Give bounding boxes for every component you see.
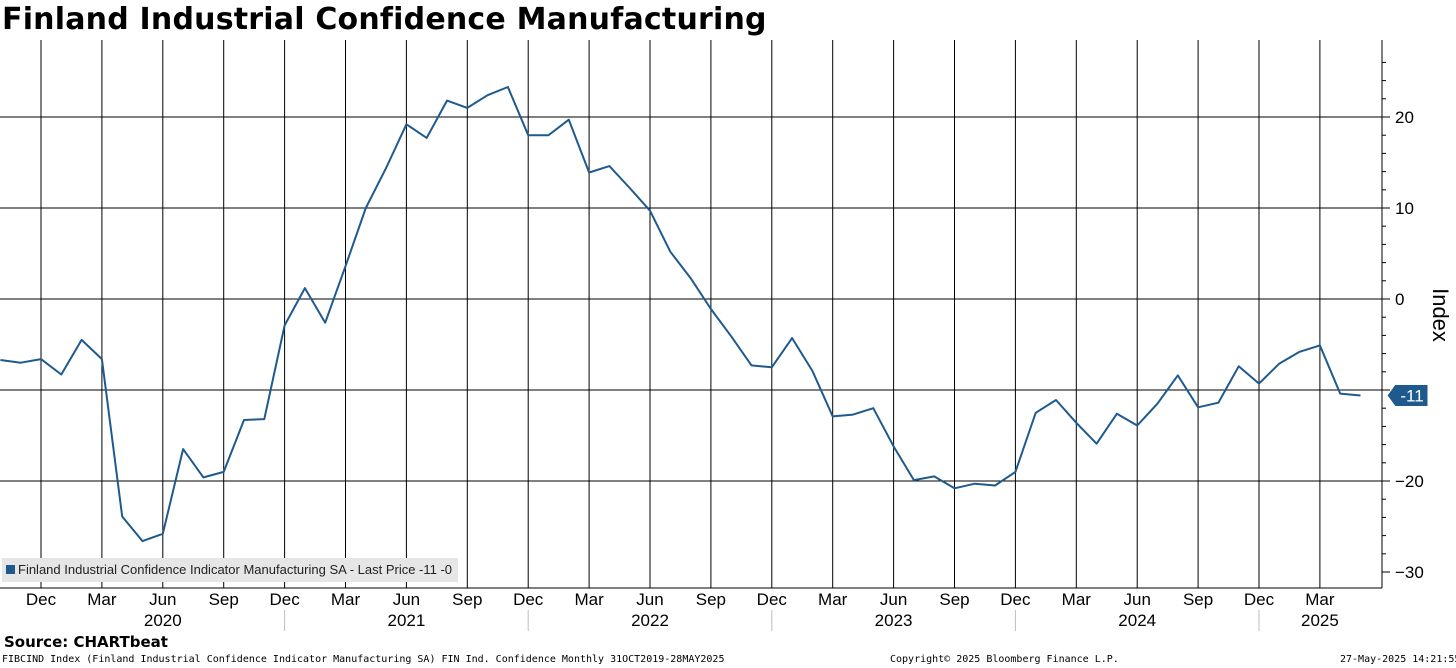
legend-swatch <box>6 565 15 575</box>
x-axis: Dec Mar Jun Sep Dec Mar Jun Sep Dec Mar Jun Sep Dec M… <box>0 587 1382 631</box>
footer-copyright: Copyright© 2025 Bloomberg Finance L.P. <box>890 654 1119 665</box>
chart-title: Finland Industrial Confidence Manufactur… <box>2 2 767 37</box>
x-tick-label: Dec <box>269 590 300 609</box>
x-year-label: 2022 <box>631 611 669 630</box>
last-value-badge: -11 <box>1386 383 1429 407</box>
series-line-0 <box>0 86 1361 543</box>
x-tick-label: Mar <box>818 590 848 609</box>
x-year-label: 2024 <box>1118 611 1156 630</box>
last-value-badge-shape <box>1386 383 1429 407</box>
vertical-gridlines <box>40 40 1321 588</box>
x-tick-label: Jun <box>1123 590 1150 609</box>
x-tick-label: Dec <box>1000 590 1031 609</box>
x-tick-label: Sep <box>1183 590 1213 609</box>
x-tick-label: Jun <box>149 590 176 609</box>
y-tick-label: −20 <box>1395 472 1424 491</box>
x-tick-label: Sep <box>452 590 482 609</box>
x-tick-label: Mar <box>574 590 604 609</box>
x-tick-label: Jun <box>880 590 907 609</box>
legend-label: Finland Industrial Confidence Indicator … <box>18 562 453 577</box>
x-tick-label: Mar <box>87 590 117 609</box>
y-tick-label: 10 <box>1395 199 1414 218</box>
y-tick-label: −30 <box>1395 563 1424 582</box>
y-tick-label: 0 <box>1395 290 1404 309</box>
legend: Finland Industrial Confidence Indicator … <box>2 558 459 582</box>
footer-series-info: FIBCIND Index (Finland Industrial Confid… <box>2 654 725 665</box>
x-tick-label: Mar <box>1062 590 1092 609</box>
y-tick-label: 20 <box>1395 108 1414 127</box>
x-tick-label: Mar <box>331 590 361 609</box>
x-year-label: 2023 <box>875 611 913 630</box>
last-value-badge-label: -11 <box>1400 386 1423 405</box>
y-axis: −30−20−1001020 <box>1381 40 1424 588</box>
x-tick-label: Sep <box>939 590 969 609</box>
series-layer <box>0 86 1361 543</box>
x-tick-label: Dec <box>26 590 57 609</box>
x-tick-label: Jun <box>393 590 420 609</box>
last-value-badge-layer: -11 <box>1386 383 1429 407</box>
x-year-label: 2021 <box>387 611 425 630</box>
y-axis-label: Index <box>1428 288 1453 342</box>
footer-timestamp: 27-May-2025 14:21:55 <box>1340 654 1456 665</box>
x-tick-label: Sep <box>696 590 726 609</box>
x-tick-label: Dec <box>757 590 788 609</box>
horizontal-gridlines <box>0 116 1382 482</box>
x-year-label: 2020 <box>144 611 182 630</box>
x-tick-label: Jun <box>636 590 663 609</box>
x-year-label: 2025 <box>1301 611 1339 630</box>
source-note: Source: CHARTbeat <box>4 633 168 651</box>
x-tick-label: Dec <box>1244 590 1275 609</box>
x-tick-label: Dec <box>513 590 544 609</box>
x-tick-label: Sep <box>209 590 239 609</box>
x-tick-label: Mar <box>1305 590 1335 609</box>
